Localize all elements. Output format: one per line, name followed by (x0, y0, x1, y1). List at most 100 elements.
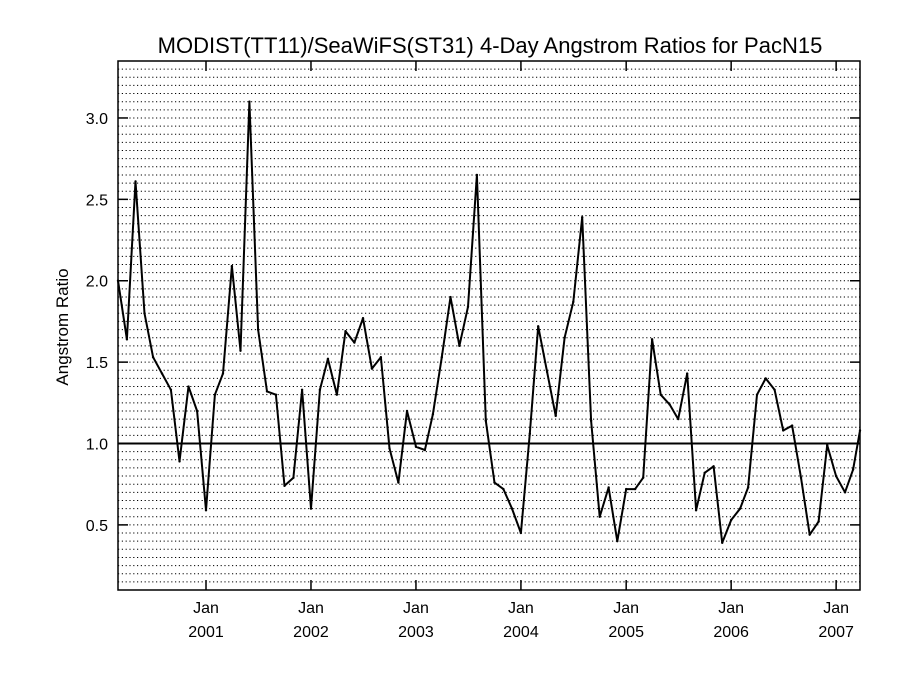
data-point (668, 403, 671, 406)
data-point (746, 486, 750, 489)
data-point (449, 295, 452, 299)
data-point (169, 388, 173, 391)
y-tick-label: 1.5 (86, 355, 108, 372)
y-axis: 0.5 1.0 1.5 2.0 2.5 3.0 (86, 111, 860, 535)
data-point (370, 367, 374, 370)
data-point (309, 507, 313, 510)
data-point (493, 481, 496, 484)
data-point (388, 447, 391, 450)
data-point (405, 409, 409, 413)
data-point (431, 413, 435, 416)
data-point (248, 100, 251, 103)
x-tick-label-year: 2002 (293, 624, 329, 641)
data-point (353, 341, 356, 344)
data-point (580, 216, 584, 219)
x-tick-label-month: Jan (193, 600, 219, 617)
y-tick-label: 3.0 (86, 111, 108, 128)
data-point (195, 409, 199, 413)
data-point (213, 393, 217, 396)
data-point (624, 487, 628, 491)
data-point (125, 338, 129, 341)
x-axis: Jan 2001 Jan 2002 Jan 2003 Jan 2004 Jan 2005 Jan 20… (188, 61, 854, 641)
data-point (143, 312, 146, 315)
data-point (545, 370, 549, 374)
data-point (712, 465, 715, 468)
y-tick-label: 2.0 (86, 274, 108, 291)
data-point (641, 476, 645, 479)
data-point (335, 393, 339, 396)
data-point (773, 388, 776, 391)
data-point (554, 414, 557, 418)
x-tick-label-month: Jan (298, 600, 324, 617)
data-point (256, 328, 260, 331)
x-tick-label-month: Jan (508, 600, 534, 617)
data-point (151, 356, 155, 359)
data-point (178, 460, 181, 463)
angstrom-ratio-series-line (117, 100, 861, 544)
data-points (116, 100, 862, 544)
data-point (160, 372, 164, 375)
x-tick-label-year: 2007 (818, 624, 854, 641)
data-point (292, 476, 295, 479)
x-tick-label-month: Jan (403, 600, 429, 617)
data-point (677, 417, 680, 421)
data-point (826, 443, 829, 447)
data-point (589, 419, 593, 422)
data-point (134, 180, 137, 183)
chart-title: MODIST(TT11)/SeaWiFS(ST31) 4-Day Angstro… (158, 33, 823, 58)
data-point (528, 432, 532, 435)
data-point (685, 372, 689, 375)
data-point (790, 424, 794, 427)
data-point (755, 393, 759, 396)
data-point (361, 316, 365, 320)
plot-frame (117, 60, 861, 591)
data-point (817, 520, 820, 523)
data-point (729, 518, 733, 522)
data-point (423, 448, 427, 452)
grid-lines (118, 68, 860, 583)
data-point (519, 531, 523, 535)
data-point (221, 372, 225, 375)
data-point (607, 486, 610, 489)
data-point (475, 173, 479, 177)
data-point (204, 509, 208, 512)
data-point (344, 329, 347, 333)
data-point (799, 476, 803, 479)
data-point (466, 305, 470, 308)
data-point (510, 507, 514, 510)
data-point (633, 487, 637, 491)
y-tick-label: 0.5 (86, 518, 108, 535)
data-point (843, 491, 847, 494)
data-point (563, 336, 566, 339)
data-point (694, 509, 698, 512)
data-point (782, 429, 785, 432)
data-point (808, 533, 811, 536)
data-point (650, 338, 654, 341)
data-point (239, 349, 242, 352)
data-point (458, 344, 461, 348)
data-point (300, 388, 304, 391)
data-point (397, 481, 400, 484)
data-point (764, 377, 767, 380)
x-tick-label-year: 2006 (713, 624, 749, 641)
x-tick-label-month: Jan (613, 600, 639, 617)
data-point (318, 388, 322, 391)
x-tick-label-month: Jan (718, 600, 744, 617)
data-point (659, 393, 662, 396)
data-point (379, 356, 383, 359)
data-point (326, 357, 330, 361)
data-point (502, 487, 505, 491)
x-tick-label-year: 2003 (398, 624, 434, 641)
data-point (738, 507, 742, 510)
data-point (230, 264, 234, 268)
data-point (703, 471, 706, 475)
data-point (187, 385, 190, 388)
x-tick-label-year: 2004 (503, 624, 539, 641)
y-axis-label: Angstrom Ratio (53, 268, 72, 385)
data-point (536, 325, 540, 328)
data-point (283, 484, 286, 488)
data-point (274, 393, 278, 396)
x-tick-label-month: Jan (823, 600, 849, 617)
data-point (484, 419, 488, 422)
